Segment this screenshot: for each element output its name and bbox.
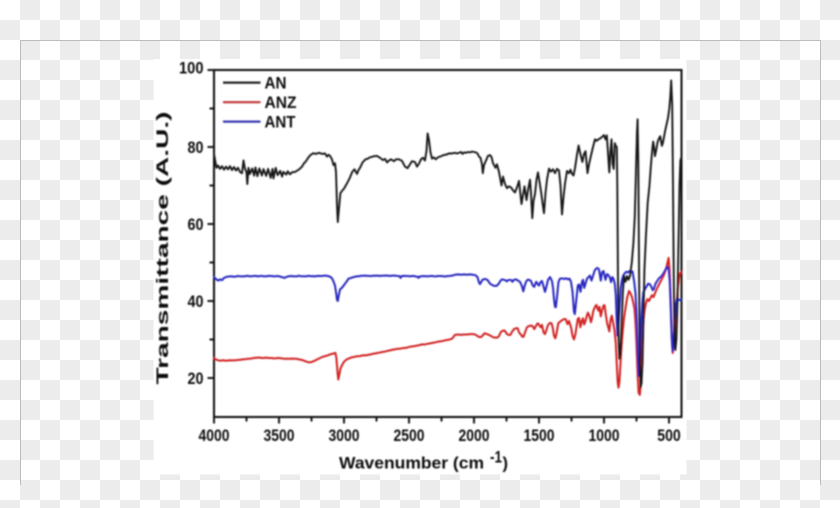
svg-text:2500: 2500: [394, 427, 425, 445]
svg-text:2000: 2000: [459, 427, 490, 445]
svg-text:ANT: ANT: [265, 113, 296, 131]
svg-text:100: 100: [179, 59, 204, 77]
svg-text:): ): [503, 455, 509, 473]
svg-text:3500: 3500: [264, 427, 295, 445]
svg-text:1500: 1500: [524, 427, 555, 445]
svg-text:Transmittance (A.U.): Transmittance (A.U.): [154, 112, 172, 385]
svg-text:1000: 1000: [589, 427, 620, 445]
svg-text:AN: AN: [265, 74, 287, 92]
svg-text:Wavenumber (cm: Wavenumber (cm: [339, 455, 484, 473]
svg-text:500: 500: [657, 427, 681, 445]
svg-text:ANZ: ANZ: [265, 94, 297, 112]
svg-text:40: 40: [188, 293, 204, 311]
svg-text:80: 80: [188, 139, 204, 157]
svg-text:60: 60: [188, 216, 204, 234]
svg-text:3000: 3000: [329, 427, 360, 445]
svg-text:4000: 4000: [199, 427, 230, 445]
svg-text:20: 20: [188, 370, 204, 388]
svg-text:-1: -1: [490, 449, 502, 467]
